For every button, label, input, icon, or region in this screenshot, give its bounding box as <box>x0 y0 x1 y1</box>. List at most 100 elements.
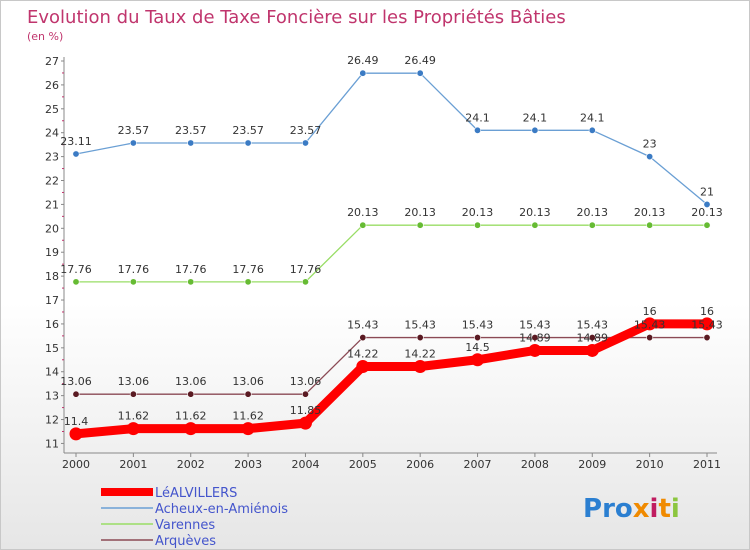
x-tick-label: 2003 <box>234 458 262 471</box>
data-point <box>588 126 596 134</box>
x-tick-label: 2005 <box>349 458 377 471</box>
series-line <box>71 319 712 439</box>
data-point <box>187 390 195 398</box>
data-label: 11.62 <box>118 410 150 423</box>
data-point <box>72 390 80 398</box>
data-label: 15.43 <box>634 319 666 332</box>
x-tick-label: 2011 <box>693 458 721 471</box>
logo-letter: x <box>633 494 650 524</box>
data-label: 14.89 <box>577 331 609 344</box>
logo-letter: P <box>583 494 602 524</box>
y-tick-label: 27 <box>45 55 59 68</box>
data-label: 23.57 <box>118 124 150 137</box>
data-label: 13.06 <box>290 375 322 388</box>
data-point <box>298 416 312 430</box>
data-point <box>416 334 424 342</box>
data-point <box>474 334 482 342</box>
data-point <box>528 343 542 357</box>
data-point <box>585 343 599 357</box>
data-label: 17.76 <box>60 263 92 276</box>
y-tick-label: 16 <box>45 318 59 331</box>
proxiti-logo: Proxiti <box>583 494 680 524</box>
y-tick-label: 13 <box>45 390 59 403</box>
y-tick-label: 23 <box>45 151 59 164</box>
data-label: 11.4 <box>64 415 89 428</box>
data-point <box>531 126 539 134</box>
data-point <box>416 69 424 77</box>
data-point <box>72 278 80 286</box>
data-point <box>703 221 711 229</box>
data-point <box>359 69 367 77</box>
y-tick-label: 17 <box>45 294 59 307</box>
data-label: 15.43 <box>462 319 494 332</box>
data-point <box>301 139 309 147</box>
y-tick-label: 20 <box>45 222 59 235</box>
data-label: 17.76 <box>118 263 150 276</box>
series-line <box>75 336 708 395</box>
data-label: 23.57 <box>290 124 322 137</box>
data-label: 11.62 <box>232 410 264 423</box>
data-point <box>187 139 195 147</box>
logo-text: Proxiti <box>583 494 680 524</box>
data-label: 13.06 <box>118 375 150 388</box>
data-point <box>416 221 424 229</box>
data-label: 20.13 <box>404 206 436 219</box>
x-tick-label: 2006 <box>406 458 434 471</box>
data-point <box>359 221 367 229</box>
series-line <box>75 72 708 206</box>
data-point <box>474 126 482 134</box>
data-point <box>531 334 539 342</box>
data-point <box>301 278 309 286</box>
legend-label: Arquèves <box>155 534 216 549</box>
data-point <box>356 359 370 373</box>
data-label: 13.06 <box>60 375 92 388</box>
legend-label: Acheux-en-Amiénois <box>155 502 288 517</box>
data-label: 24.1 <box>465 111 490 124</box>
data-point <box>588 334 596 342</box>
data-label: 14.22 <box>404 347 436 360</box>
data-label: 17.76 <box>290 263 322 276</box>
data-point <box>69 427 83 441</box>
data-point <box>643 317 657 331</box>
x-tick-label: 2004 <box>291 458 319 471</box>
chart-subtitle: (en %) <box>27 30 63 43</box>
data-label: 20.13 <box>347 206 379 219</box>
data-point <box>646 153 654 161</box>
x-tick-label: 2007 <box>464 458 492 471</box>
data-point <box>129 278 137 286</box>
series-group <box>69 69 714 441</box>
data-label: 13.06 <box>175 375 207 388</box>
data-label: 23.11 <box>60 135 92 148</box>
data-label: 26.49 <box>347 54 379 67</box>
data-label: 23.57 <box>232 124 264 137</box>
series-line <box>75 224 708 283</box>
logo-letter: r <box>602 494 615 524</box>
data-label: 20.13 <box>519 206 551 219</box>
data-point <box>241 422 255 436</box>
data-point <box>471 353 485 367</box>
data-point <box>129 390 137 398</box>
x-tick-label: 2000 <box>62 458 90 471</box>
axes: 11 12 13 14 15 16 17 18 19 20 21 22 23 24 25 26 27 2000 20… <box>45 55 721 471</box>
y-tick-label: 18 <box>45 270 59 283</box>
data-label: 17.76 <box>175 263 207 276</box>
data-point <box>301 390 309 398</box>
logo-letter: i <box>650 494 659 524</box>
data-point <box>244 278 252 286</box>
data-label: 20.13 <box>462 206 494 219</box>
data-point <box>72 150 80 158</box>
data-label: 15.43 <box>404 319 436 332</box>
x-tick-label: 2010 <box>636 458 664 471</box>
data-label: 15.43 <box>577 319 609 332</box>
data-point <box>703 200 711 208</box>
data-label: 20.13 <box>577 206 609 219</box>
data-point <box>244 390 252 398</box>
data-point <box>703 334 711 342</box>
y-tick-label: 11 <box>45 437 59 450</box>
y-tick-label: 15 <box>45 342 59 355</box>
x-tick-label: 2002 <box>177 458 205 471</box>
y-tick-label: 12 <box>45 414 59 427</box>
legend: LéALVILLERSAcheux-en-AmiénoisVarennesArq… <box>101 486 288 549</box>
